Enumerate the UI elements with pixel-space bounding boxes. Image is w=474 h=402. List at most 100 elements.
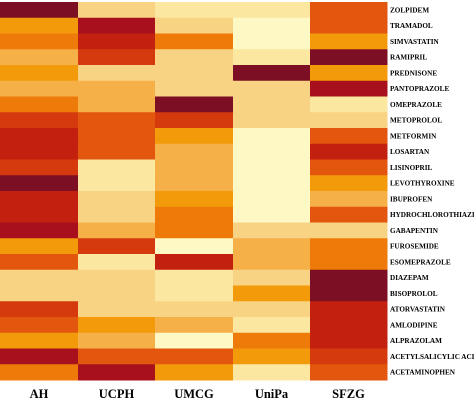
heatmap-cell — [155, 128, 234, 145]
heatmap-cell — [155, 301, 234, 318]
heatmap-cell — [233, 143, 311, 160]
row-label: PANTOPRAZOLE — [390, 85, 449, 93]
row-label: ACETYLSALICYLIC ACID — [390, 353, 474, 361]
heatmap-cell — [78, 159, 156, 176]
heatmap-cell — [0, 285, 79, 302]
heatmap-cell — [0, 80, 79, 97]
heatmap-cell — [155, 317, 234, 334]
row-label: ACETAMINOPHEN — [390, 369, 456, 377]
column-label: SFZG — [332, 387, 365, 401]
row-label: PREDNISONE — [390, 69, 437, 77]
heatmap-cell — [0, 128, 79, 145]
heatmap-cell — [78, 254, 156, 271]
heatmap-cell — [310, 33, 388, 50]
heatmap-cell — [155, 112, 234, 129]
heatmap-cell — [78, 317, 156, 334]
heatmap-cell — [0, 348, 79, 365]
heatmap-cell — [233, 2, 311, 19]
heatmap-cell — [233, 33, 311, 50]
heatmap-cell — [155, 254, 234, 271]
heatmap-cell — [310, 128, 388, 145]
heatmap-cell — [310, 206, 388, 223]
heatmap-cell — [155, 285, 234, 302]
column-label: UniPa — [255, 387, 289, 401]
heatmap-cell — [0, 222, 79, 239]
heatmap-cell — [155, 364, 234, 381]
heatmap-cell — [310, 49, 388, 66]
heatmap-cell — [233, 65, 311, 82]
row-label: GABAPENTIN — [390, 227, 439, 235]
heatmap-cell — [0, 238, 79, 255]
row-label: FUROSEMIDE — [390, 243, 439, 251]
heatmap-cell — [78, 191, 156, 208]
heatmap-cell — [310, 112, 388, 129]
heatmap-cell — [310, 175, 388, 192]
heatmap-cell — [78, 364, 156, 381]
heatmap-cell — [155, 33, 234, 50]
heatmap-cell — [310, 348, 388, 365]
heatmap-cell — [155, 65, 234, 82]
heatmap-cell — [155, 49, 234, 66]
heatmap-cell — [233, 301, 311, 318]
heatmap-cell — [310, 159, 388, 176]
heatmap-cell — [78, 96, 156, 113]
heatmap-cell — [78, 348, 156, 365]
heatmap-cell — [78, 206, 156, 223]
heatmap-cell — [233, 49, 311, 66]
heatmap-cell — [155, 206, 234, 223]
row-label: ALPRAZOLAM — [390, 337, 442, 345]
heatmap-cell — [0, 17, 79, 34]
heatmap-cell — [310, 17, 388, 34]
heatmap-cell — [78, 238, 156, 255]
heatmap-cell — [78, 143, 156, 160]
heatmap-cell — [310, 191, 388, 208]
heatmap-cell — [0, 301, 79, 318]
heatmap-cell — [233, 175, 311, 192]
column-labels: AH UCPH UMCG UniPa SFZG — [30, 387, 365, 401]
heatmap-cell — [233, 159, 311, 176]
row-label: ESOMEPRAZOLE — [390, 258, 451, 266]
heatmap-cell — [233, 191, 311, 208]
row-label: ZOLPIDEM — [390, 6, 429, 14]
heatmap-cell — [310, 254, 388, 271]
row-label: AMLODIPINE — [390, 321, 438, 329]
row-label: IBUPROFEN — [390, 195, 433, 203]
heatmap-cell — [310, 269, 388, 286]
heatmap-cell — [310, 317, 388, 334]
row-label: BISOPROLOL — [390, 290, 438, 298]
heatmap-cell — [0, 112, 79, 129]
row-label: TRAMADOL — [390, 22, 433, 30]
heatmap-cell — [0, 159, 79, 176]
heatmap-cell — [233, 128, 311, 145]
heatmap-cell — [233, 238, 311, 255]
heatmap-cell — [78, 222, 156, 239]
heatmap-cell — [0, 269, 79, 286]
heatmap-cell — [310, 332, 388, 349]
heatmap-cell — [233, 80, 311, 97]
heatmap-cell — [155, 96, 234, 113]
heatmap-cell — [0, 206, 79, 223]
heatmap-cell — [233, 112, 311, 129]
heatmap-cell — [0, 317, 79, 334]
heatmap-cell — [233, 17, 311, 34]
heatmap-cell — [78, 2, 156, 19]
heatmap-cell — [310, 285, 388, 302]
heatmap-cell — [310, 301, 388, 318]
row-label: OMEPRAZOLE — [390, 101, 442, 109]
heatmap-cell — [233, 96, 311, 113]
heatmap-cell — [155, 348, 234, 365]
heatmap-cell — [155, 191, 234, 208]
heatmap-cell — [233, 332, 311, 349]
heatmap-cell — [0, 65, 79, 82]
heatmap-cell — [155, 269, 234, 286]
heatmap-cell — [0, 33, 79, 50]
column-label: UMCG — [174, 387, 214, 401]
heatmap-cell — [233, 254, 311, 271]
heatmap-cell — [155, 143, 234, 160]
heatmap-cell — [0, 332, 79, 349]
row-label: METFORMIN — [390, 132, 437, 140]
heatmap-cell — [310, 222, 388, 239]
heatmap-cell — [233, 269, 311, 286]
heatmap-cell — [310, 238, 388, 255]
